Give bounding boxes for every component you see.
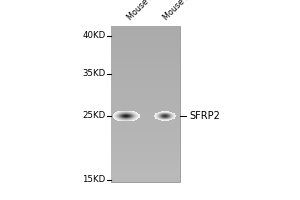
Bar [111,81,180,84]
Bar [111,170,180,174]
Text: 15KD: 15KD [82,176,106,184]
Bar [111,30,180,34]
Bar [111,120,180,124]
Bar [111,26,180,182]
Bar [111,57,180,61]
Bar [111,174,180,178]
Bar [111,38,180,42]
Bar [111,46,180,49]
Bar [111,42,180,46]
Text: 40KD: 40KD [82,31,106,40]
Bar [111,65,180,69]
Bar [111,96,180,100]
Bar [111,159,180,162]
Text: SFRP2: SFRP2 [189,111,220,121]
Bar [111,135,180,139]
Bar [111,108,180,112]
Bar [111,112,180,116]
Bar [111,178,180,182]
Bar [111,77,180,81]
Bar [111,104,180,108]
Bar [111,151,180,155]
Text: 35KD: 35KD [82,70,106,78]
Bar [111,73,180,77]
Bar [111,61,180,65]
Bar [111,34,180,38]
Bar [111,116,180,120]
Bar [111,143,180,147]
Bar [111,127,180,131]
Bar [111,88,180,92]
Bar [111,147,180,151]
Bar [111,155,180,159]
Bar [111,100,180,104]
Bar [111,139,180,143]
Bar [111,53,180,57]
Bar [111,69,180,73]
Bar [111,123,180,127]
Bar [111,92,180,96]
Bar [111,166,180,170]
Bar [111,131,180,135]
Bar [111,49,180,53]
Text: Mouse kidney: Mouse kidney [126,0,171,22]
Bar [111,26,180,30]
Text: 25KD: 25KD [82,112,106,120]
Bar [111,162,180,166]
Bar [111,85,180,88]
Text: Mouse lung: Mouse lung [162,0,200,22]
